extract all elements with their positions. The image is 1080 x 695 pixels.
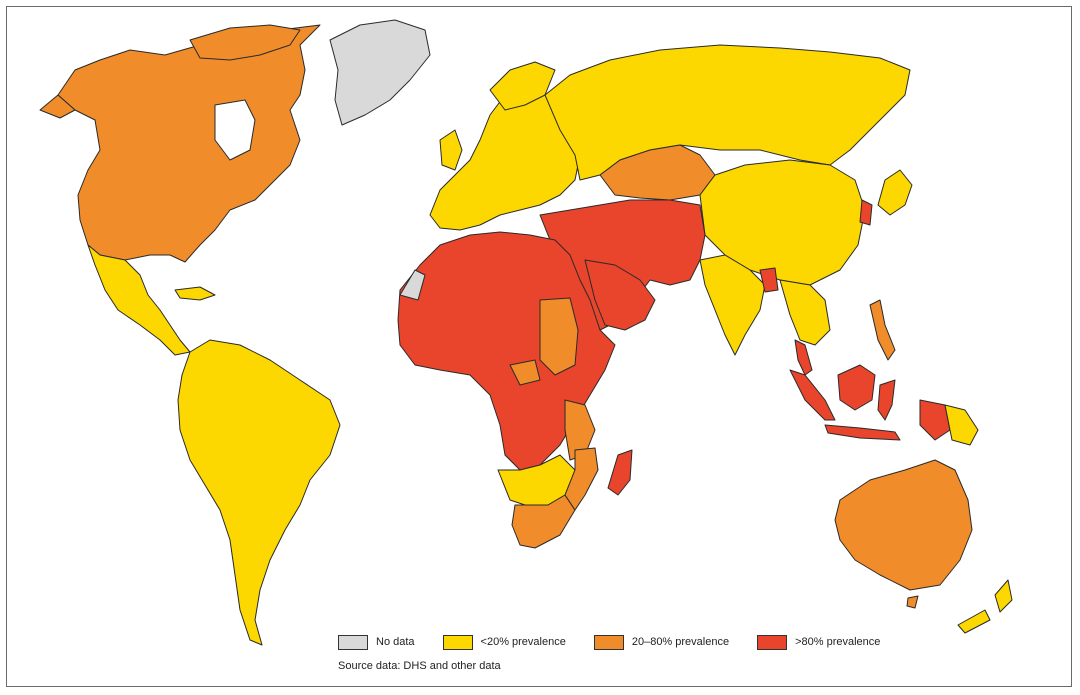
region-western-sahara bbox=[399, 269, 426, 301]
legend-item-no-data: No data bbox=[338, 634, 415, 650]
legend-item-high: >80% prevalence bbox=[757, 634, 881, 650]
map-legend: No data <20% prevalence 20–80% prevalenc… bbox=[338, 633, 908, 651]
region-malaysia bbox=[794, 339, 813, 376]
legend-swatch-high bbox=[757, 634, 788, 650]
region-russia bbox=[544, 44, 911, 181]
region-south-america bbox=[177, 339, 341, 646]
region-tasmania bbox=[906, 595, 919, 609]
legend-swatch-low bbox=[442, 634, 473, 650]
region-philippines bbox=[869, 299, 896, 361]
region-scandinavia bbox=[489, 61, 556, 111]
region-korea bbox=[859, 199, 873, 226]
region-bangladesh bbox=[759, 267, 779, 293]
region-south-africa bbox=[511, 494, 576, 549]
legend-label-high: >80% prevalence bbox=[795, 636, 881, 648]
region-uk bbox=[439, 129, 463, 171]
legend-swatch-no-data bbox=[338, 634, 368, 650]
region-north-africa bbox=[397, 231, 616, 471]
region-mozambique bbox=[564, 447, 599, 511]
region-indonesia-java bbox=[824, 424, 901, 441]
region-new-zealand bbox=[957, 579, 1013, 634]
legend-label-no-data: No data bbox=[376, 636, 415, 648]
region-indonesia-papua bbox=[919, 399, 951, 441]
region-madagascar bbox=[607, 449, 633, 496]
region-australia bbox=[834, 459, 973, 591]
legend-item-mid: 20–80% prevalence bbox=[593, 634, 730, 650]
region-japan bbox=[877, 169, 913, 216]
region-indonesia-sulawesi bbox=[877, 379, 896, 421]
region-central-america bbox=[87, 244, 191, 356]
region-arctic-islands bbox=[189, 24, 301, 61]
region-india bbox=[699, 254, 766, 356]
legend-swatch-mid bbox=[593, 634, 624, 650]
region-southeast-asia bbox=[779, 279, 831, 346]
region-greenland bbox=[329, 19, 431, 126]
region-papua-new-guinea bbox=[944, 404, 979, 446]
legend-label-low: <20% prevalence bbox=[480, 636, 566, 648]
region-arabia bbox=[584, 259, 656, 331]
region-central-africa-mid bbox=[509, 359, 541, 386]
region-caribbean bbox=[174, 286, 216, 301]
region-indonesia-sumatra bbox=[789, 369, 836, 421]
legend-label-mid: 20–80% prevalence bbox=[631, 636, 730, 648]
legend-item-low: <20% prevalence bbox=[442, 634, 566, 650]
region-alaska bbox=[39, 94, 76, 119]
region-indonesia-borneo bbox=[837, 364, 876, 411]
region-north-america bbox=[57, 24, 321, 263]
source-note: Source data: DHS and other data bbox=[338, 660, 501, 672]
hudson-bay bbox=[214, 99, 256, 161]
region-sudan bbox=[539, 297, 579, 376]
